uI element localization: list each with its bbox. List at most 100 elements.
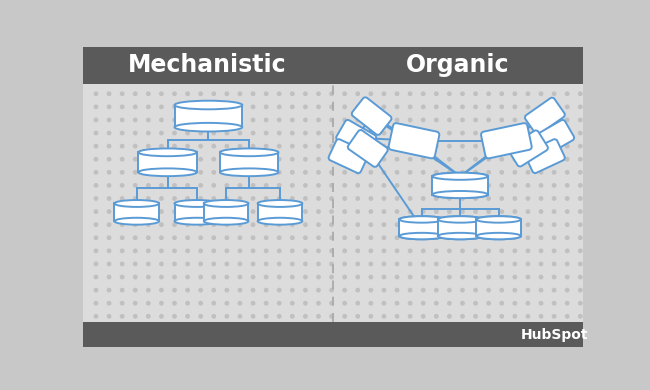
Circle shape — [513, 170, 517, 174]
Circle shape — [552, 236, 556, 239]
Circle shape — [435, 249, 438, 253]
Circle shape — [435, 289, 438, 292]
Circle shape — [107, 158, 110, 161]
Circle shape — [382, 289, 385, 292]
Circle shape — [435, 301, 438, 305]
Circle shape — [578, 315, 582, 318]
Circle shape — [343, 289, 346, 292]
Circle shape — [186, 144, 189, 148]
Circle shape — [540, 301, 543, 305]
Circle shape — [265, 275, 268, 279]
Circle shape — [421, 289, 425, 292]
Circle shape — [395, 197, 398, 200]
Circle shape — [212, 223, 215, 226]
Circle shape — [448, 131, 451, 135]
Circle shape — [291, 301, 294, 305]
Circle shape — [461, 275, 464, 279]
Circle shape — [474, 158, 477, 161]
Circle shape — [107, 275, 110, 279]
Circle shape — [369, 289, 372, 292]
Circle shape — [566, 118, 569, 122]
Circle shape — [382, 170, 385, 174]
Circle shape — [120, 158, 124, 161]
Circle shape — [265, 262, 268, 266]
Ellipse shape — [476, 216, 521, 223]
Circle shape — [173, 158, 176, 161]
Circle shape — [239, 262, 242, 266]
Bar — [83, 84, 584, 323]
Circle shape — [239, 184, 242, 187]
Bar — [174, 105, 242, 127]
Circle shape — [120, 105, 124, 108]
Circle shape — [500, 223, 504, 226]
Circle shape — [369, 158, 372, 161]
Bar — [83, 47, 584, 84]
Circle shape — [317, 262, 320, 266]
Circle shape — [94, 105, 98, 108]
Circle shape — [107, 249, 110, 253]
Circle shape — [225, 289, 229, 292]
Circle shape — [552, 223, 556, 226]
Circle shape — [382, 249, 385, 253]
Circle shape — [448, 315, 451, 318]
Circle shape — [435, 170, 438, 174]
Circle shape — [133, 275, 137, 279]
Circle shape — [474, 118, 477, 122]
Circle shape — [578, 289, 582, 292]
Circle shape — [317, 197, 320, 200]
Circle shape — [239, 289, 242, 292]
Circle shape — [382, 210, 385, 213]
Circle shape — [94, 262, 98, 266]
Ellipse shape — [174, 200, 219, 207]
Circle shape — [94, 197, 98, 200]
Circle shape — [239, 197, 242, 200]
Circle shape — [578, 262, 582, 266]
Circle shape — [94, 184, 98, 187]
Circle shape — [435, 275, 438, 279]
Circle shape — [369, 315, 372, 318]
Circle shape — [330, 144, 333, 148]
Circle shape — [212, 236, 215, 239]
Circle shape — [160, 170, 163, 174]
Circle shape — [225, 92, 229, 96]
Circle shape — [461, 144, 464, 148]
Circle shape — [500, 249, 504, 253]
Circle shape — [566, 105, 569, 108]
Circle shape — [566, 184, 569, 187]
Ellipse shape — [399, 233, 444, 239]
Circle shape — [278, 236, 281, 239]
Circle shape — [448, 210, 451, 213]
Circle shape — [239, 158, 242, 161]
Circle shape — [552, 289, 556, 292]
Circle shape — [199, 315, 202, 318]
Circle shape — [133, 131, 137, 135]
Circle shape — [408, 170, 412, 174]
Circle shape — [566, 289, 569, 292]
Circle shape — [265, 197, 268, 200]
Circle shape — [500, 236, 504, 239]
Circle shape — [252, 262, 255, 266]
Circle shape — [304, 249, 307, 253]
Circle shape — [239, 92, 242, 96]
Circle shape — [566, 275, 569, 279]
Circle shape — [225, 236, 229, 239]
Circle shape — [578, 170, 582, 174]
Circle shape — [107, 197, 110, 200]
Circle shape — [133, 118, 137, 122]
Circle shape — [317, 289, 320, 292]
Circle shape — [435, 210, 438, 213]
Circle shape — [435, 105, 438, 108]
Circle shape — [487, 249, 490, 253]
Circle shape — [212, 262, 215, 266]
FancyBboxPatch shape — [352, 97, 391, 135]
Circle shape — [304, 315, 307, 318]
Circle shape — [343, 210, 346, 213]
Ellipse shape — [438, 233, 482, 239]
Circle shape — [147, 301, 150, 305]
Circle shape — [330, 262, 333, 266]
Circle shape — [265, 301, 268, 305]
Circle shape — [540, 275, 543, 279]
Circle shape — [513, 301, 517, 305]
Circle shape — [317, 223, 320, 226]
Circle shape — [513, 105, 517, 108]
